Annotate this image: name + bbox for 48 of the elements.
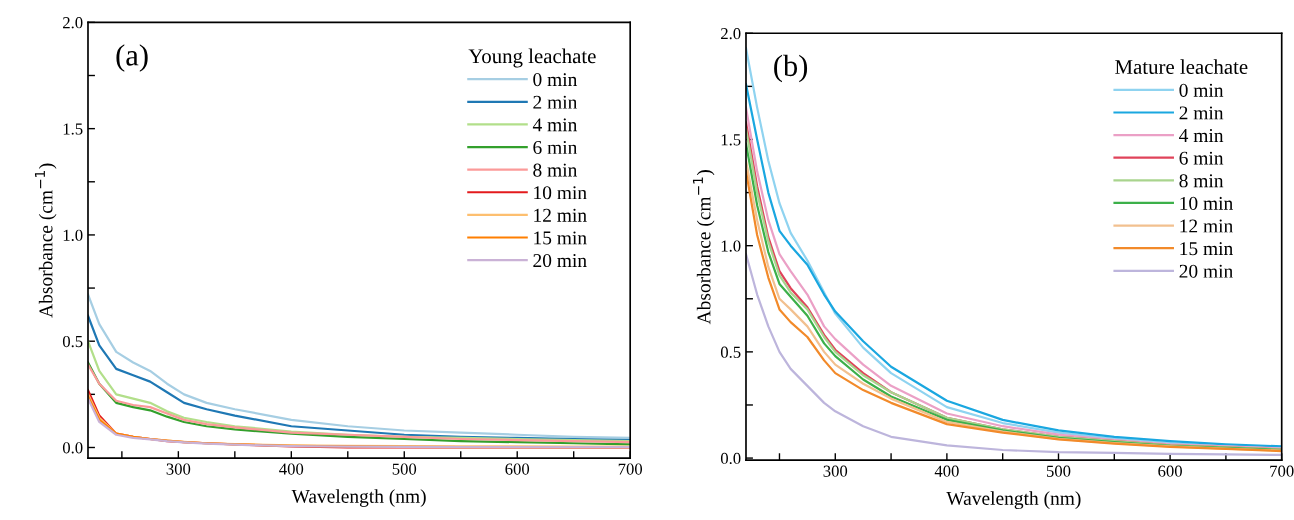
legend-label: 4 min <box>532 118 578 132</box>
legend-label: 6 min <box>533 140 578 155</box>
y-tick-label: 0.5 <box>62 335 83 348</box>
x-tick-label: 700 <box>1270 465 1294 477</box>
y-axis-title: Absorbance (cm$^{−1}$) <box>692 170 715 325</box>
y-tick-label: 1.0 <box>721 240 741 252</box>
x-tick-label: 700 <box>618 463 643 475</box>
line-series <box>87 293 631 440</box>
x-tick-label: 400 <box>934 465 959 477</box>
legend-title: Mature leachate <box>1115 59 1248 74</box>
legend-label: 20 min <box>533 253 587 268</box>
y-tick-label: 0.0 <box>62 442 83 454</box>
x-axis-title: Wavelength (nm) <box>946 491 1081 509</box>
legend-label: 10 min <box>534 186 587 200</box>
legend-label: 8 min <box>533 163 578 177</box>
legend-label: 20 min <box>1179 264 1233 278</box>
legend-label: 4 min <box>1179 129 1224 142</box>
legend-label: 8 min <box>1179 174 1224 188</box>
legend-label: 2 min <box>1179 106 1224 120</box>
legend-label: 12 min <box>534 208 587 222</box>
line-series <box>87 314 631 442</box>
y-tick-label: 1.5 <box>721 134 741 146</box>
legend-label: 2 min <box>533 95 578 109</box>
x-tick-label: 500 <box>1046 465 1071 477</box>
y-tick-label: 1.0 <box>63 229 83 241</box>
legend-label: 15 min <box>534 231 587 245</box>
x-tick-label: 300 <box>823 465 848 477</box>
legend-title: Young leachate <box>468 48 596 68</box>
legend-label: 15 min <box>1180 242 1233 256</box>
x-tick-label: 300 <box>166 463 191 475</box>
y-tick-label: 0.0 <box>720 452 741 465</box>
legend-label: 0 min <box>1179 83 1224 97</box>
annotation: (b) <box>774 54 808 83</box>
x-tick-label: 600 <box>505 463 530 475</box>
legend-label: 10 min <box>1180 196 1233 210</box>
x-axis-title: Wavelength (nm) <box>291 489 426 507</box>
x-tick-label: 500 <box>392 463 417 475</box>
x-tick-label: 400 <box>279 463 304 475</box>
x-tick-label: 600 <box>1158 465 1182 477</box>
y-axis-title: Absorbance (cm$^{−1}$) <box>34 163 57 318</box>
y-tick-label: 2.0 <box>63 17 83 29</box>
y-tick-label: 2.0 <box>721 27 741 40</box>
legend-label: 0 min <box>533 73 578 87</box>
legend-label: 6 min <box>1179 151 1224 165</box>
y-tick-label: 1.5 <box>63 123 83 135</box>
y-tick-label: 0.5 <box>720 346 741 358</box>
legend-label: 12 min <box>1180 219 1233 233</box>
annotation: (a) <box>116 44 148 72</box>
